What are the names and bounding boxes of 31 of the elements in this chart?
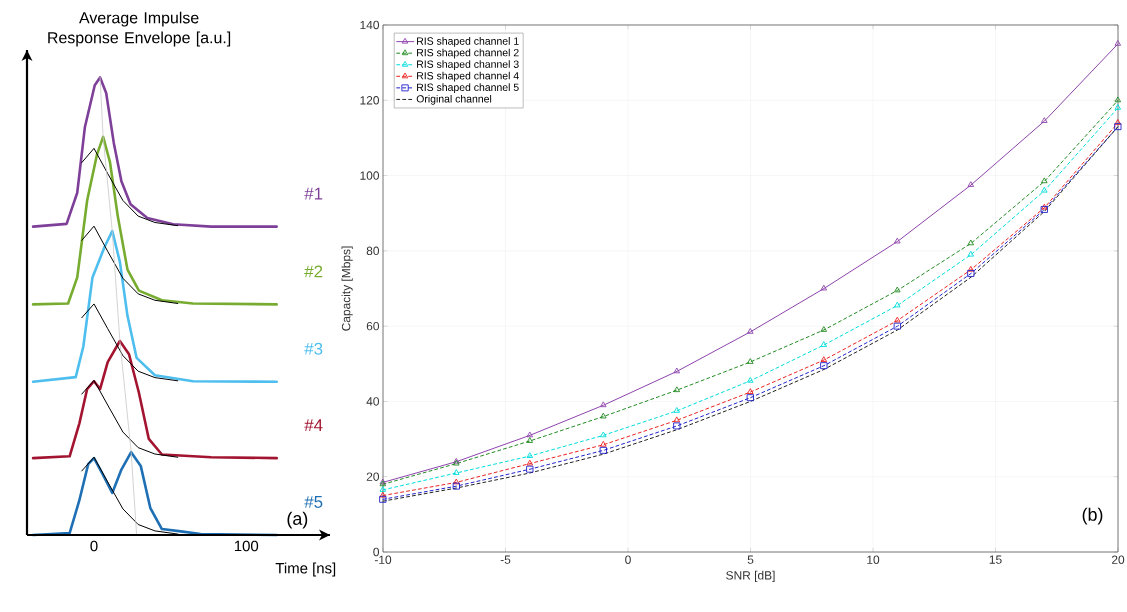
legend-label: RIS shaped channel 3	[417, 60, 519, 70]
legend-label: RIS shaped channel 1	[417, 37, 519, 47]
x-tick-label: 0	[625, 555, 631, 564]
x-tick-label: -5	[500, 555, 511, 564]
y-tick-label: 40	[366, 397, 380, 406]
x-tick-label: 20	[1111, 555, 1125, 564]
y-tick-label: 60	[366, 321, 380, 331]
text: #4	[304, 419, 323, 431]
legend-label: RIS shaped channel 4	[417, 71, 519, 82]
y-tick-label: 20	[366, 472, 380, 481]
y-axis-title: Capacity [Mbps]	[341, 246, 353, 331]
text: #2	[304, 265, 323, 278]
x-tick-label: -10	[374, 555, 392, 564]
y-tick-label: 140	[360, 20, 380, 30]
legend-label: RIS shaped channel 5	[417, 83, 519, 94]
text: #1	[304, 187, 323, 200]
y-tick-label: 120	[360, 96, 380, 105]
x-axis-title: Time [ns]	[275, 562, 336, 577]
x-tick-label: 10	[867, 555, 880, 564]
text: #3	[304, 342, 323, 355]
legend-label: Original channel	[416, 94, 492, 105]
y-axis-title: Average Impulse Response Envelope [a.u.]	[48, 11, 231, 47]
x-tick-label: 15	[989, 555, 1002, 564]
x-axis-title: SNR [dB]	[726, 570, 775, 582]
annotation: (a)	[287, 511, 308, 529]
text: #5	[304, 496, 323, 508]
y-tick-label: 100	[360, 171, 380, 180]
y-tick-label: 80	[366, 246, 380, 256]
annotation: (b)	[1082, 507, 1103, 525]
legend-label: RIS shaped channel 2	[417, 48, 519, 59]
x-tick-label: 5	[747, 555, 754, 564]
